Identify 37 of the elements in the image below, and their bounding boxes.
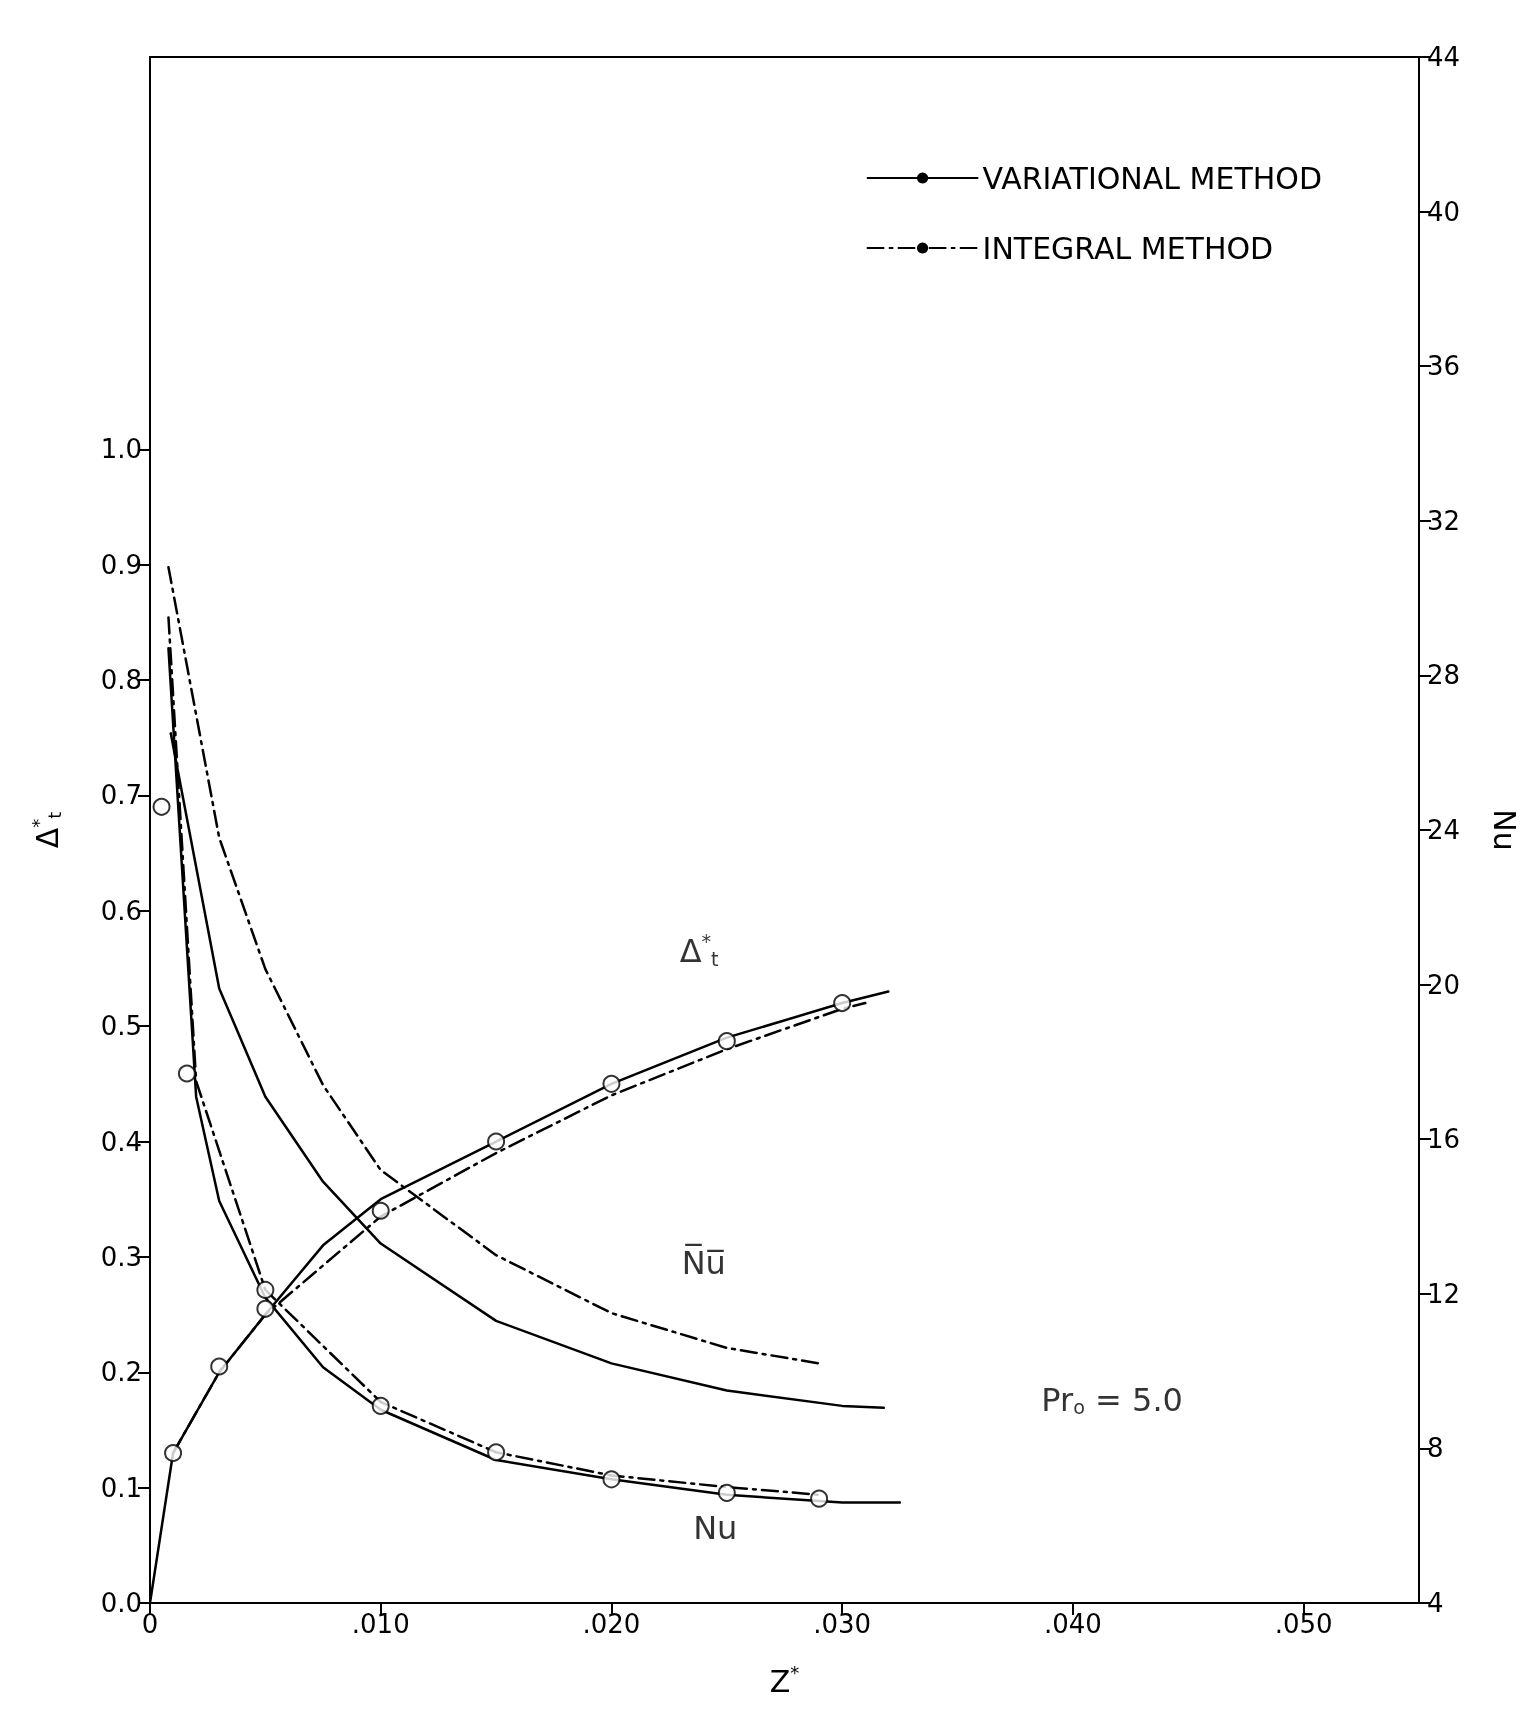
x-tick-label: .010 [351, 1609, 410, 1639]
y-axis-title: Δ*t [27, 811, 65, 849]
y-tick-label: 0.6 [100, 895, 142, 926]
y-tick-label: 0.4 [100, 1126, 142, 1157]
annotation: Nu [693, 1509, 738, 1548]
y2-tick-label: 28 [1427, 660, 1461, 691]
x-tick-label: 0 [141, 1609, 159, 1639]
y2-tick-label: 16 [1427, 1124, 1461, 1155]
y2-tick-label: 44 [1427, 42, 1461, 72]
y2-tick-label: 36 [1427, 351, 1461, 382]
y-tick-label: 0.3 [100, 1241, 142, 1272]
y2-tick-label: 20 [1427, 969, 1461, 1000]
x-tick-label: .050 [1274, 1609, 1333, 1639]
legend-label: VARIATIONAL METHOD [982, 160, 1322, 196]
y2-tick-label: 32 [1427, 505, 1461, 536]
legend-label: INTEGRAL METHOD [982, 230, 1274, 266]
x-tick-label: .020 [582, 1609, 641, 1639]
y2-tick-label: 24 [1427, 815, 1461, 845]
annotation: N̅u̅ [681, 1242, 726, 1282]
x-tick-label: .040 [1043, 1609, 1102, 1639]
y-tick-label: 0.2 [100, 1357, 142, 1388]
y2-tick-label: 4 [1427, 1588, 1444, 1618]
x-axis-title: Z* [769, 1661, 800, 1699]
y2-tick-label: 40 [1427, 196, 1461, 227]
y2-tick-label: 12 [1427, 1278, 1461, 1309]
y2-axis-title: Nu [1486, 809, 1522, 851]
y-tick-label: 0.0 [100, 1588, 142, 1618]
y-tick-label: 1.0 [100, 434, 142, 465]
y2-tick-label: 8 [1427, 1433, 1444, 1464]
annotation: Δ*t [679, 930, 720, 971]
y-tick-label: 0.8 [100, 665, 142, 696]
y-tick-label: 0.1 [100, 1472, 142, 1503]
y-tick-label: 0.5 [100, 1011, 142, 1042]
y-tick-label: 0.9 [100, 549, 142, 580]
x-tick-label: .030 [813, 1609, 872, 1639]
y-tick-label: 0.7 [100, 780, 142, 811]
annotation: Pro = 5.0 [1041, 1380, 1183, 1420]
